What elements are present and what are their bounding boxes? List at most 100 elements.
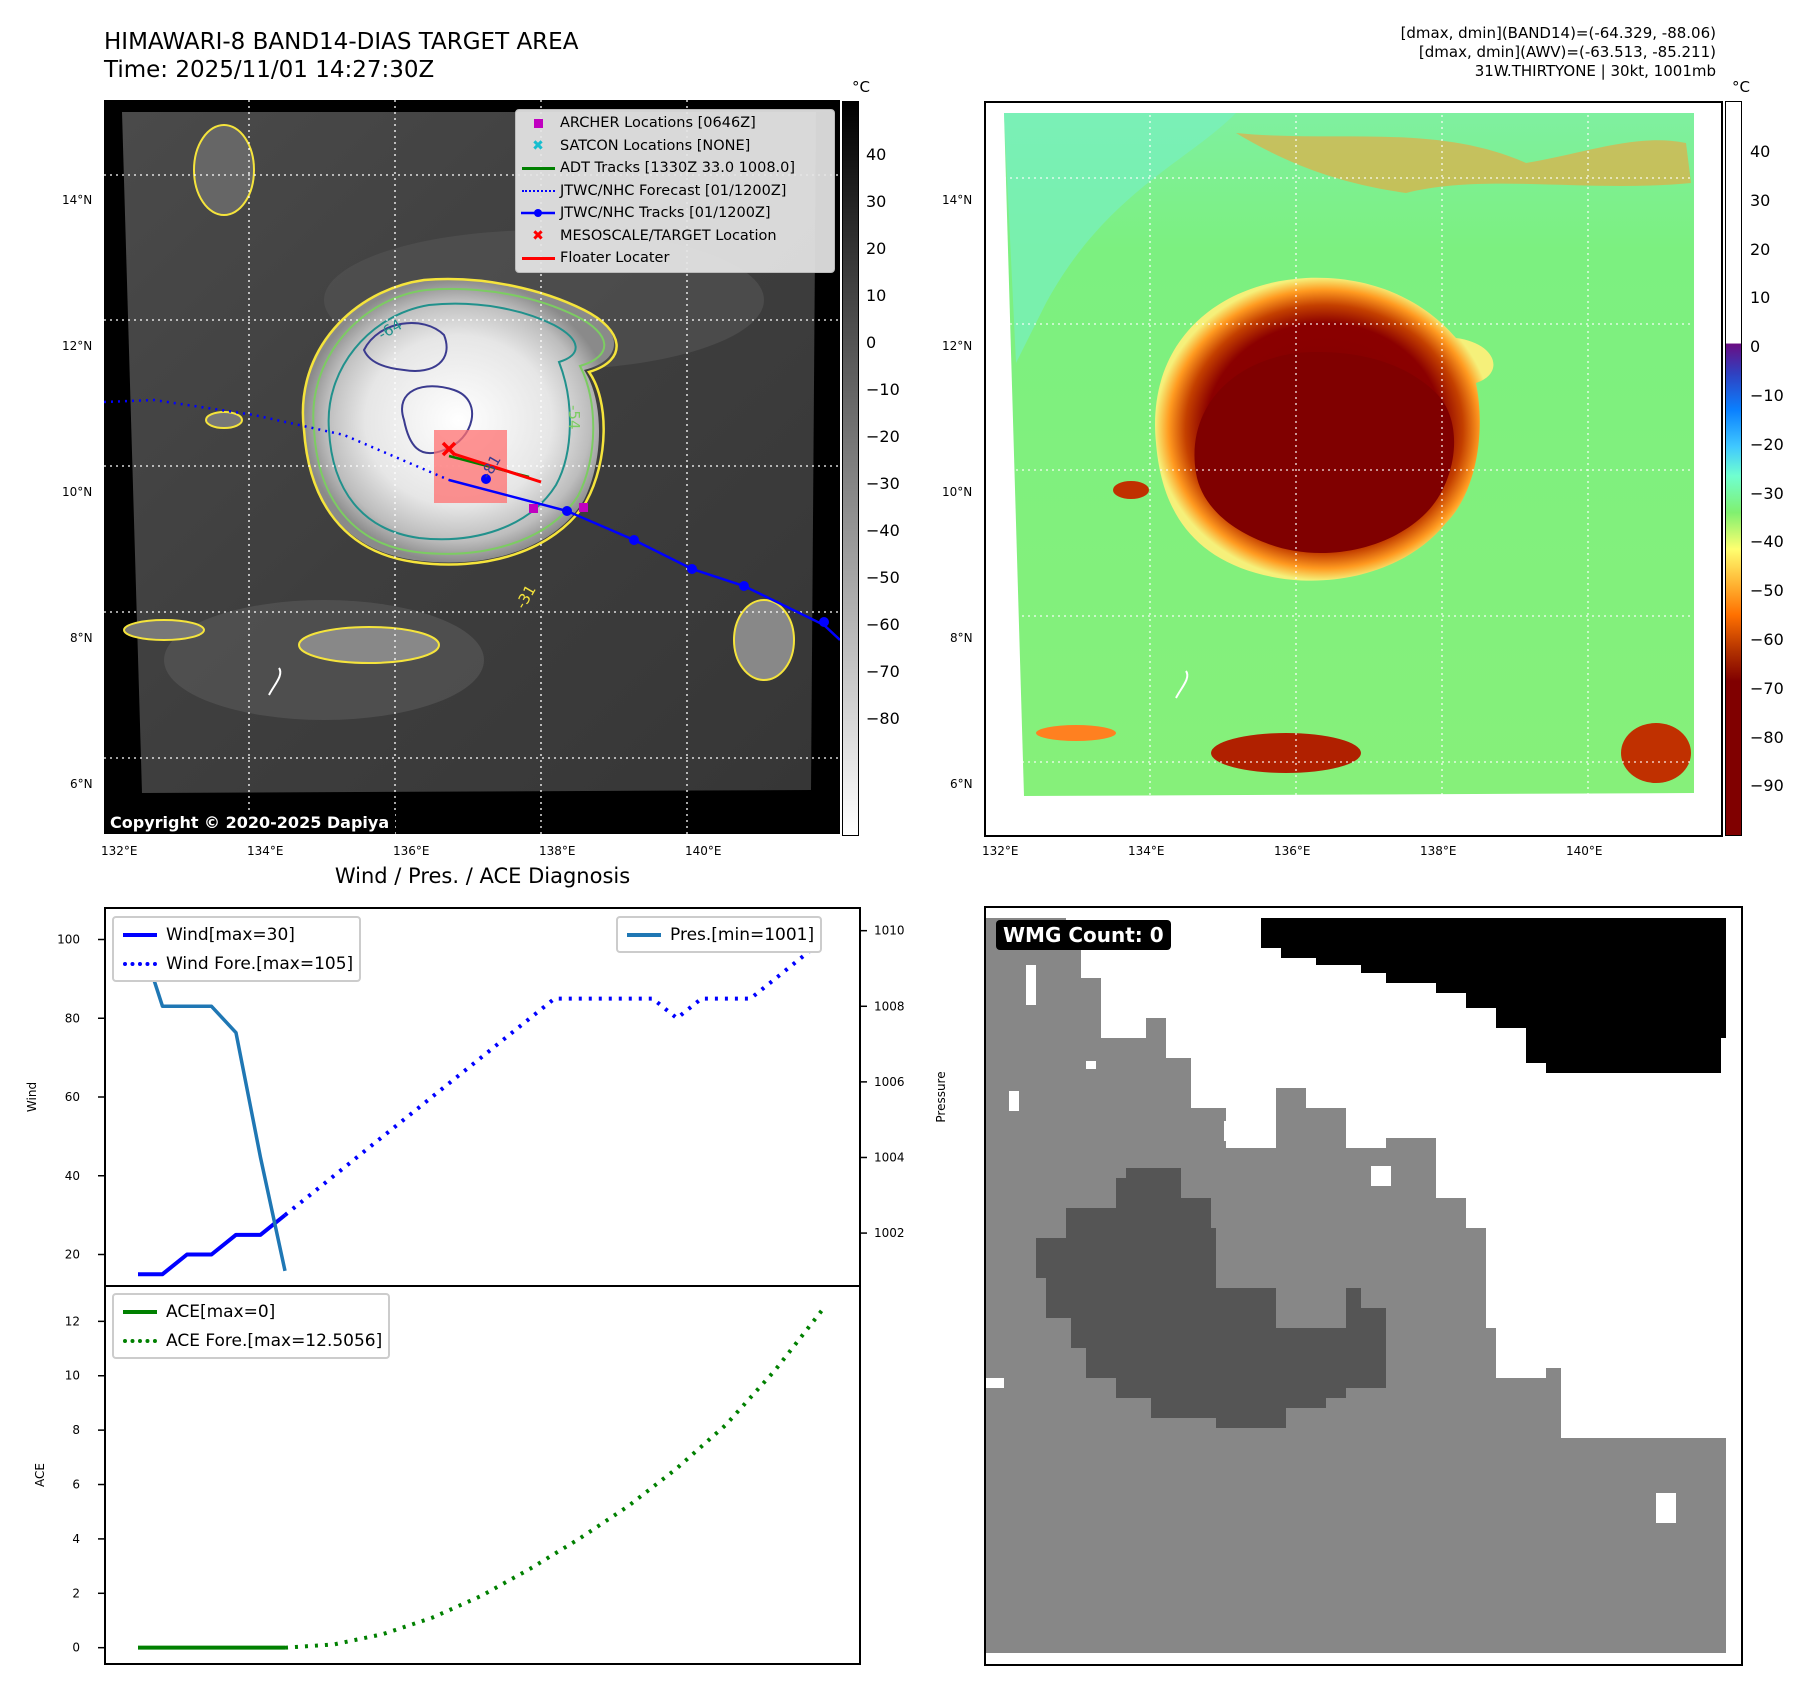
ace-tick-label: 4 bbox=[72, 1532, 80, 1546]
colorbar-tick-label: −20 bbox=[866, 427, 900, 446]
lon-tick: 140°E bbox=[1566, 844, 1603, 858]
lon-tick: 140°E bbox=[685, 844, 722, 858]
lon-tick: 138°E bbox=[1420, 844, 1457, 858]
green-line-icon bbox=[516, 167, 560, 170]
wind-legend: Wind[max=30] Wind Fore.[max=105] bbox=[112, 916, 362, 982]
colorbar-tick-label: −80 bbox=[866, 709, 900, 728]
ace-tick-label: 12 bbox=[65, 1314, 80, 1328]
archer-marker bbox=[529, 504, 538, 513]
ir-map-panel: -31 -54 -64 -81 Copyright © 2020-2025 Da… bbox=[103, 100, 841, 834]
info-awv-range: [dmax, dmin](AWV)=(-63.513, -85.211) bbox=[1418, 43, 1716, 61]
wind-tick-label: 20 bbox=[65, 1248, 80, 1262]
colorbar-tick-label: −60 bbox=[866, 615, 900, 634]
colorbar-tick-label: 20 bbox=[866, 239, 887, 258]
legend-item-satcon: ✖ SATCON Locations [NONE] bbox=[516, 135, 834, 158]
lat-tick: 12°N bbox=[942, 339, 973, 353]
storm-cloud-mass bbox=[302, 279, 614, 563]
lat-tick: 6°N bbox=[70, 777, 93, 791]
contour-minus31 bbox=[301, 277, 618, 566]
colorbar-tick-label: −90 bbox=[1750, 776, 1784, 796]
floater-locater-line bbox=[453, 452, 542, 484]
pressure-tick-label: 1002 bbox=[874, 1226, 905, 1240]
diagnosis-chart: 20 40 60 80 100 1002 1004 1006 1008 1010 0 2 4 6 8 10… bbox=[25, 907, 948, 1665]
colorbar-tick-label: −10 bbox=[866, 380, 900, 399]
wind-line bbox=[138, 1213, 287, 1277]
colorbar-tick-label: 20 bbox=[1750, 239, 1771, 259]
ace-tick-label: 10 bbox=[65, 1369, 80, 1383]
awv-colorbar bbox=[1725, 101, 1742, 836]
colorbar-tick-label: −20 bbox=[1750, 434, 1784, 454]
wmg-count-badge: WMG Count: 0 bbox=[996, 920, 1171, 950]
colorbar-tick-label: 40 bbox=[866, 145, 887, 164]
lat-tick: 10°N bbox=[942, 485, 973, 499]
wind-series-group bbox=[136, 930, 826, 1277]
colorbar-tick-label: −70 bbox=[1750, 678, 1784, 698]
blue-line-icon bbox=[114, 932, 166, 937]
cyan-x-icon: ✖ bbox=[532, 137, 544, 154]
lon-tick: 134°E bbox=[247, 844, 284, 858]
copyright-label: Copyright © 2020-2025 Dapiya bbox=[104, 811, 396, 834]
colorbar-unit: °C bbox=[1732, 78, 1750, 96]
wind-axis-label: Wind bbox=[25, 1082, 39, 1112]
wmg-dark-gray-region bbox=[1036, 1168, 1386, 1428]
red-x-icon: ✖ bbox=[532, 227, 544, 244]
lon-tick: 136°E bbox=[393, 844, 430, 858]
map-gridlines bbox=[986, 103, 1721, 835]
legend-item-tracks: JTWC/NHC Tracks [01/1200Z] bbox=[516, 202, 834, 225]
pressure-line bbox=[136, 930, 287, 1272]
pressure-axis-ticks: 1002 1004 1006 1008 1010 bbox=[860, 924, 905, 1240]
legend-item-mesoscale: ✖ MESOSCALE/TARGET Location bbox=[516, 225, 834, 248]
lon-tick: 134°E bbox=[1128, 844, 1165, 858]
jtwc-forecast-track bbox=[103, 398, 450, 482]
wmg-panel: WMG Count: 0 bbox=[984, 906, 1743, 1666]
colorbar-tick-label: −80 bbox=[1750, 727, 1784, 747]
legend-item-adt: ADT Tracks [1330Z 33.0 1008.0] bbox=[516, 157, 834, 180]
contour-minus54 bbox=[312, 287, 606, 555]
legend-item-forecast: JTWC/NHC Forecast [01/1200Z] bbox=[516, 180, 834, 203]
pressure-axis-label: Pressure bbox=[934, 1071, 948, 1122]
colorbar-tick-label: −70 bbox=[866, 662, 900, 681]
jtwc-track-points bbox=[481, 474, 829, 627]
ace-tick-label: 8 bbox=[72, 1423, 80, 1437]
ace-legend: ACE[max=0] ACE Fore.[max=12.5056] bbox=[112, 1293, 391, 1359]
ace-axis-ticks: 0 2 4 6 8 10 12 bbox=[65, 1314, 105, 1655]
awv-map-image bbox=[986, 103, 1721, 835]
colorbar-tick-label: 10 bbox=[1750, 288, 1771, 308]
info-block: [dmax, dmin](BAND14)=(-64.329, -88.06) [… bbox=[1116, 24, 1716, 81]
figure-timestamp: Time: 2025/11/01 14:27:30Z bbox=[104, 57, 435, 83]
blue-dotted-line-icon bbox=[114, 961, 166, 966]
contour-minus81 bbox=[362, 322, 473, 455]
lat-tick: 6°N bbox=[950, 777, 973, 791]
green-dotted-line-icon bbox=[114, 1338, 166, 1343]
ace-forecast-line bbox=[284, 1306, 826, 1650]
colorbar-tick-label: −40 bbox=[1750, 532, 1784, 552]
wmg-black-region bbox=[1261, 918, 1726, 1073]
lon-tick: 136°E bbox=[1274, 844, 1311, 858]
steelblue-line-icon bbox=[618, 932, 670, 937]
lon-tick: 138°E bbox=[539, 844, 576, 858]
legend-item-wind: Wind[max=30] bbox=[114, 920, 353, 949]
pressure-tick-label: 1008 bbox=[874, 999, 905, 1013]
diagnosis-title: Wind / Pres. / ACE Diagnosis bbox=[334, 864, 631, 888]
figure-title: HIMAWARI-8 BAND14-DIAS TARGET AREA bbox=[104, 29, 579, 55]
lat-tick: 8°N bbox=[950, 631, 973, 645]
ir-map-image: -31 -54 -64 -81 bbox=[103, 100, 841, 834]
wind-axis-ticks: 20 40 60 80 100 bbox=[57, 933, 105, 1262]
awv-map-panel bbox=[984, 101, 1723, 837]
colorbar-tick-label: −30 bbox=[1750, 483, 1784, 503]
lon-tick: 132°E bbox=[101, 844, 138, 858]
blue-line-dot-icon bbox=[516, 208, 560, 218]
colorbar-tick-label: −60 bbox=[1750, 630, 1784, 649]
colorbar-tick-label: −50 bbox=[866, 568, 900, 587]
island-coastline bbox=[268, 667, 282, 696]
ace-series-group bbox=[138, 1306, 826, 1650]
wind-tick-label: 60 bbox=[65, 1090, 80, 1104]
ace-tick-label: 6 bbox=[72, 1478, 80, 1492]
blue-dotted-line-icon bbox=[516, 189, 560, 192]
wind-tick-label: 100 bbox=[57, 933, 80, 947]
legend-item-wind-forecast: Wind Fore.[max=105] bbox=[114, 949, 353, 978]
magenta-square-icon bbox=[516, 118, 560, 128]
colorbar-tick-label: −40 bbox=[866, 521, 900, 540]
colorbar-tick-label: 10 bbox=[866, 286, 887, 305]
lat-tick: 8°N bbox=[70, 631, 93, 645]
